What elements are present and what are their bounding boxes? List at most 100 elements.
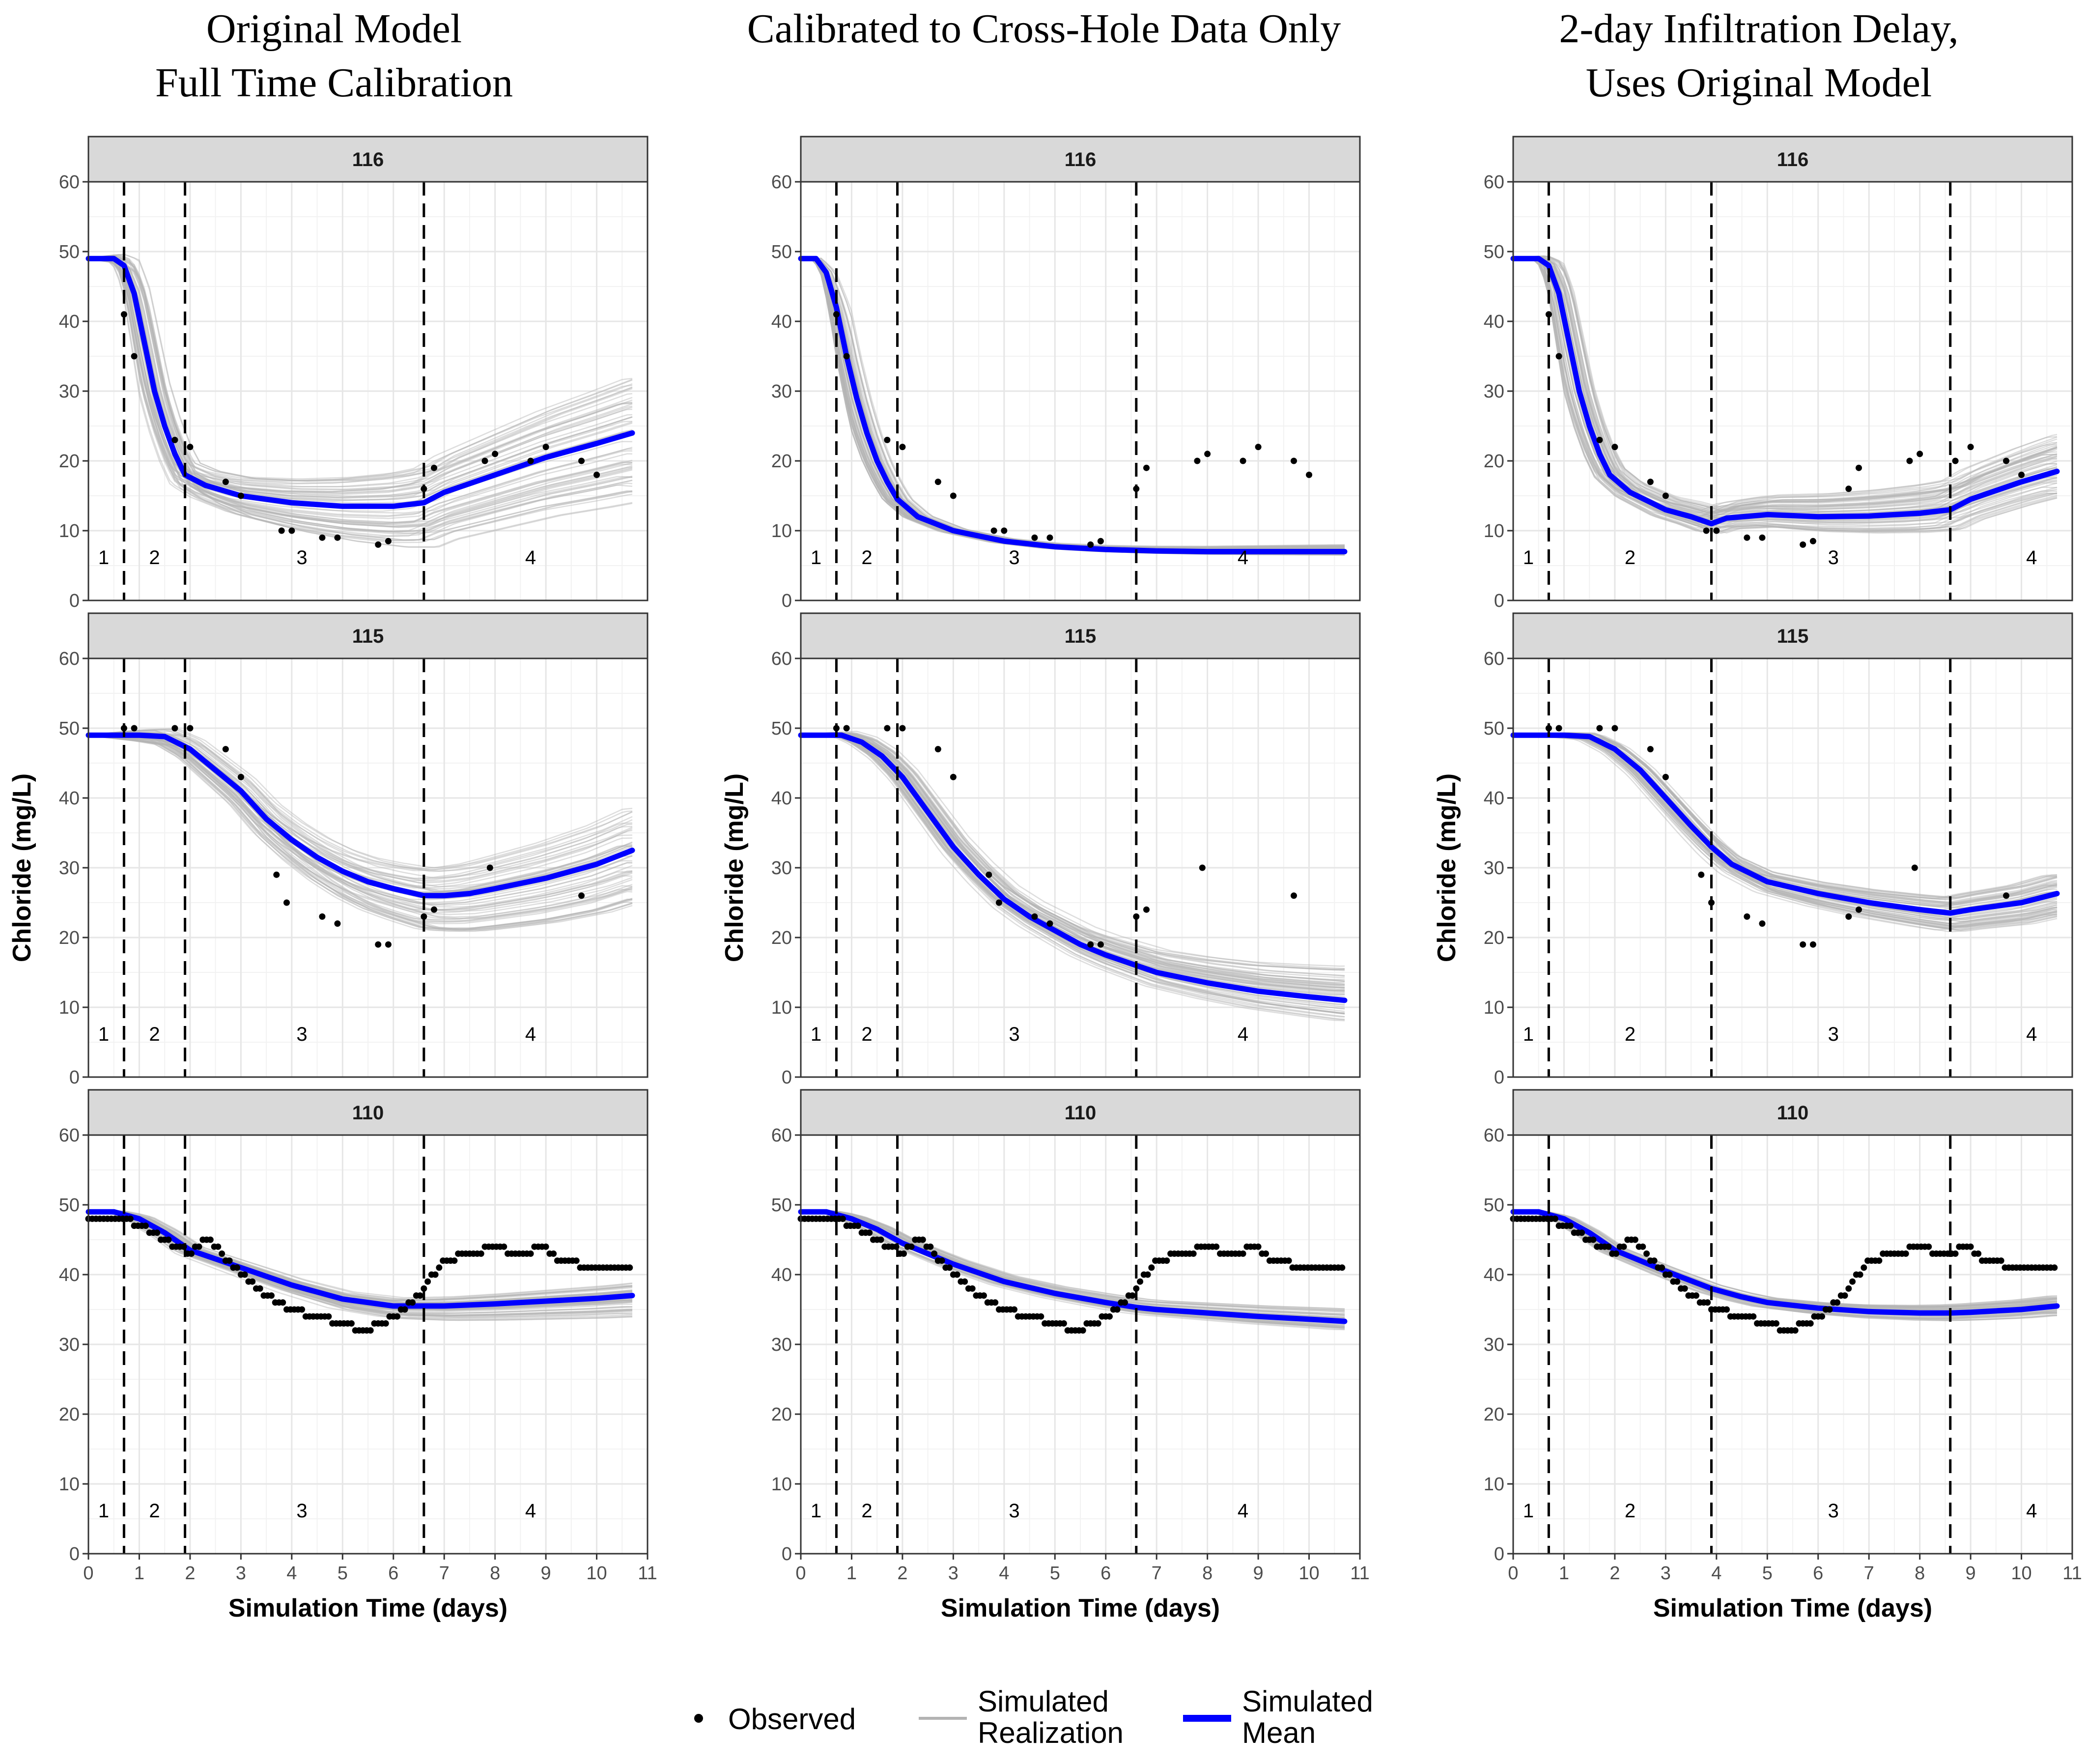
observed-point	[1807, 1320, 1814, 1327]
realization-line	[800, 1210, 1345, 1311]
y-tick-label: 20	[771, 451, 792, 472]
x-axis-title: Simulation Time (days)	[1653, 1594, 1932, 1622]
legend-mean-label-2: Mean	[1242, 1716, 1316, 1749]
realization-line	[88, 1210, 633, 1299]
realization-line	[800, 734, 1345, 1015]
observed-point	[990, 527, 997, 534]
axis-labels: Simulation Time (days) Chloride (mg/L) Sim…	[8, 773, 1932, 1622]
realization-line	[800, 257, 1345, 547]
realization-line	[88, 257, 633, 525]
realization-line	[88, 1211, 633, 1310]
facet-strip	[1512, 136, 2073, 183]
period-label: 2	[1625, 1500, 1636, 1522]
observed-point	[1095, 1320, 1101, 1327]
y-tick-label: 30	[1484, 381, 1504, 402]
x-tick-label: 10	[586, 1563, 607, 1584]
realization-line	[88, 257, 633, 498]
observed-point	[1857, 1271, 1863, 1278]
facet-strip-label: 115	[1777, 626, 1809, 647]
x-tick-label: 7	[1152, 1563, 1162, 1584]
y-axis-title: Chloride (mg/L)	[1433, 773, 1461, 962]
observed-point	[626, 1264, 633, 1271]
observed-point	[451, 1257, 458, 1264]
observed-point	[573, 1257, 580, 1264]
realization-line	[88, 255, 633, 481]
realization-line	[800, 733, 1345, 989]
x-tick-label: 2	[185, 1563, 195, 1584]
observed-point	[131, 353, 138, 360]
realization-line	[1513, 734, 2058, 929]
realization-line	[800, 734, 1345, 994]
period-label: 2	[861, 547, 872, 569]
observed-point	[1114, 1306, 1121, 1313]
realization-line	[800, 733, 1345, 983]
realization-line	[1513, 1210, 2058, 1307]
realization-line	[1513, 256, 2058, 513]
y-tick-label: 40	[771, 1265, 792, 1285]
y-tick-label: 40	[59, 1265, 80, 1285]
observed-point	[1845, 1285, 1852, 1292]
realization-line	[1513, 257, 2058, 518]
realization-line	[88, 256, 633, 490]
observed-point	[1818, 1313, 1825, 1320]
period-label: 4	[525, 1500, 536, 1522]
observed-point	[934, 479, 941, 485]
realization-line	[800, 732, 1345, 971]
observed-point	[1579, 1229, 1585, 1236]
observed-point	[950, 773, 957, 780]
realization-line	[88, 734, 633, 913]
observed-point	[1129, 1292, 1136, 1299]
observed-point	[1744, 534, 1750, 541]
observed-point	[1046, 534, 1053, 541]
realization-line	[88, 733, 633, 887]
facet-strip-label: 116	[1777, 149, 1809, 171]
observed-point	[241, 1271, 248, 1278]
observed-point	[268, 1292, 275, 1299]
observed-point	[188, 1250, 195, 1257]
realization-line	[800, 734, 1345, 1018]
observed-points	[85, 1215, 633, 1334]
realization-line	[88, 1211, 633, 1314]
realization-line	[88, 1211, 633, 1304]
x-tick-label: 4	[1711, 1563, 1721, 1584]
simulated-mean-line	[85, 256, 635, 509]
observed-point	[995, 899, 1002, 906]
realization-line	[88, 254, 633, 482]
realization-line	[800, 732, 1345, 982]
realization-line	[88, 1210, 633, 1301]
period-label: 1	[98, 547, 109, 569]
period-label: 2	[149, 547, 160, 569]
x-tick-label: 6	[388, 1563, 398, 1584]
observed-point	[288, 527, 295, 534]
observed-point	[334, 534, 341, 541]
y-tick-label: 50	[59, 242, 80, 262]
observed-point	[222, 746, 229, 753]
y-tick-label: 20	[771, 928, 792, 948]
realization-line	[88, 257, 633, 537]
observed-point	[1555, 725, 1562, 732]
realization-line	[1513, 733, 2058, 904]
observed-point	[478, 1250, 484, 1257]
realization-line	[1513, 257, 2058, 533]
realization-line	[88, 257, 633, 516]
y-tick-label: 30	[771, 381, 792, 402]
legend-observed-marker	[694, 1714, 703, 1723]
facet-strip	[800, 136, 1361, 183]
x-tick-label: 4	[999, 1563, 1009, 1584]
observed-points	[833, 725, 1297, 948]
observed-point	[1698, 871, 1705, 878]
x-axis-title: Simulation Time (days)	[228, 1594, 508, 1622]
realization-line	[800, 1211, 1345, 1316]
observed-point	[1639, 1243, 1646, 1250]
observed-point	[501, 1243, 508, 1250]
observed-point	[884, 725, 891, 732]
observed-point	[334, 920, 341, 927]
y-tick-label: 40	[1484, 312, 1504, 332]
y-tick-label: 60	[771, 649, 792, 669]
realization-line	[1513, 257, 2058, 533]
observed-point	[237, 773, 244, 780]
observed-point	[1759, 534, 1766, 541]
y-tick-label: 10	[59, 521, 80, 541]
realization-line	[1513, 733, 2058, 905]
